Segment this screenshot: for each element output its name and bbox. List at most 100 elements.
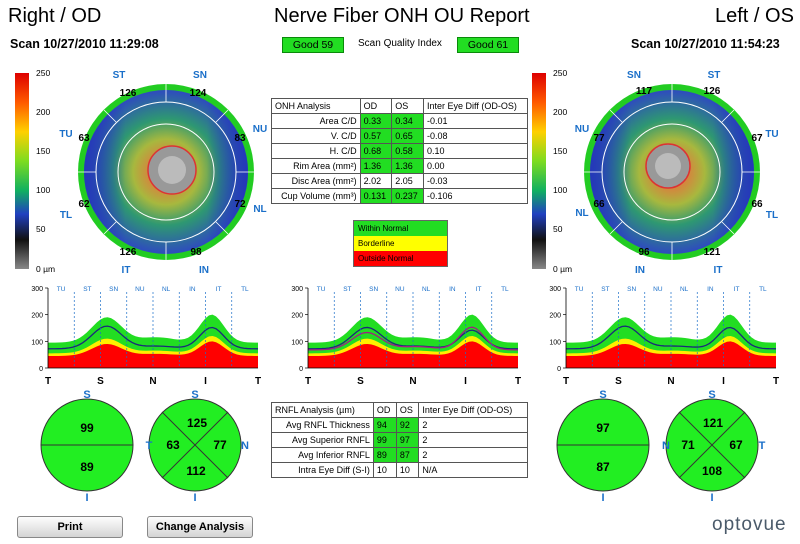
tsnit-sector-label: IN <box>707 286 714 293</box>
os-title: Left / OS <box>715 5 794 27</box>
od-quad-bottom: 112 <box>186 464 206 478</box>
tsnit-x-tick: N <box>409 376 416 387</box>
tsnit-y-tick: 100 <box>31 339 43 346</box>
tsnit-x-tick: T <box>305 376 311 387</box>
od-sector-value: 72 <box>234 199 246 210</box>
od-sector-value: 98 <box>190 247 202 258</box>
od-colorbar <box>15 73 29 269</box>
od-quad-top: 125 <box>187 416 207 430</box>
onh-diff-value: -0.01 <box>422 113 529 129</box>
tsnit-x-tick: T <box>515 376 521 387</box>
change-analysis-button[interactable]: Change Analysis <box>147 516 253 538</box>
od-thickness-map: 126 124 83 72 126 98 63 62 ST SN TU TL N… <box>59 70 267 276</box>
os-sector-value: 96 <box>638 247 650 258</box>
tsnit-y-tick: 100 <box>549 339 561 346</box>
sector-circles: S I 99 89 S I T N 125 63 77 112 S I 97 8… <box>40 389 766 504</box>
onh-os-value: 1.36 <box>391 158 424 174</box>
onh-diff-value: 0.10 <box>422 143 529 159</box>
onh-od-value: 0.68 <box>359 143 393 159</box>
os-scan-date: Scan 10/27/2010 11:54:23 <box>631 37 780 51</box>
od-sector-value: 63 <box>78 133 90 144</box>
quad-label: N <box>241 440 249 452</box>
onh-od-value: 0.131 <box>359 188 393 204</box>
onh-row-label: V. C/D <box>271 128 361 144</box>
rnfl-analysis-table: RNFL Analysis (µm) OD OS Inter Eye Diff (OD… <box>271 402 528 478</box>
cb-tick: 0 µm <box>553 264 572 274</box>
tsnit-x-tick: S <box>357 376 364 387</box>
onh-diff-value: -0.08 <box>422 128 529 144</box>
tsnit-sector-label: SN <box>369 286 378 293</box>
tsnit-y-tick: 300 <box>291 286 303 293</box>
legend-outside: Outside Normal <box>354 251 447 266</box>
legend-borderline: Borderline <box>354 236 447 251</box>
os-hemi-chart: S I 97 87 <box>556 389 650 504</box>
cb-tick: 200 <box>36 107 50 117</box>
od-sector-value: 62 <box>78 199 90 210</box>
onh-od-value: 2.02 <box>359 173 393 189</box>
tsnit-sector-label: TU <box>317 286 326 293</box>
onh-od-value: 0.33 <box>359 113 393 129</box>
normative-legend: Within Normal Borderline Outside Normal <box>353 220 448 267</box>
os-hemi-top: 97 <box>596 421 610 435</box>
tsnit-sector-label: ST <box>601 286 609 293</box>
tsnit-y-tick: 0 <box>557 366 561 373</box>
hemi-label: S <box>599 389 606 401</box>
cb-tick: 250 <box>36 68 50 78</box>
rnfl-os-value: 87 <box>395 447 420 463</box>
onh-row-label: Cup Volume (mm³) <box>271 188 361 204</box>
cb-tick: 50 <box>36 224 46 234</box>
tsnit-sector-label: NU <box>135 286 145 293</box>
quad-label: I <box>710 492 713 504</box>
od-quality-badge: Good 59 <box>282 37 344 53</box>
os-quad-top: 121 <box>703 416 723 430</box>
tsnit-sector-label: IN <box>189 286 196 293</box>
onh-os-value: 0.34 <box>391 113 424 129</box>
tsnit-sector-label: ST <box>83 286 91 293</box>
onh-os-value: 0.58 <box>391 143 424 159</box>
print-button[interactable]: Print <box>17 516 123 538</box>
rnfl-os-value: 10 <box>395 462 420 478</box>
cb-tick: 150 <box>553 146 567 156</box>
report-title: Nerve Fiber ONH OU Report <box>274 5 530 27</box>
tsnit-thickness-line <box>47 325 259 350</box>
tsnit-sector-label: IT <box>216 286 222 293</box>
onh-os-value: 0.65 <box>391 128 424 144</box>
tsnit-sector-label: TL <box>759 286 767 293</box>
od-label: NU <box>253 124 267 135</box>
od-sector-value: 83 <box>234 133 246 144</box>
cb-tick: 250 <box>553 68 567 78</box>
tsnit-y-tick: 200 <box>549 313 561 320</box>
tsnit-x-tick: S <box>97 376 104 387</box>
os-sector-value: 67 <box>751 133 763 144</box>
tsnit-sector-label: IT <box>476 286 482 293</box>
tsnit-x-tick: I <box>204 376 207 387</box>
onh-diff-value: -0.106 <box>422 188 529 204</box>
os-label: NU <box>575 124 589 135</box>
onh-od-value: 0.57 <box>359 128 393 144</box>
od-label: SN <box>193 70 207 81</box>
os-label: SN <box>627 70 641 81</box>
os-label: TU <box>765 129 778 140</box>
cb-tick: 50 <box>553 224 563 234</box>
os-sector-value: 66 <box>751 199 763 210</box>
tsnit-sector-label: SN <box>627 286 636 293</box>
onh-header: ONH Analysis <box>271 98 361 114</box>
cb-tick: 150 <box>36 146 50 156</box>
tsnit-x-tick: I <box>464 376 467 387</box>
od-title: Right / OD <box>8 5 102 27</box>
tsnit-x-tick: S <box>615 376 622 387</box>
tsnit-sector-label: TL <box>241 286 249 293</box>
rnfl-header: OS <box>395 402 420 418</box>
os-label: IT <box>714 265 723 276</box>
od-sector-value: 124 <box>190 88 207 99</box>
tsnit-x-tick: N <box>149 376 156 387</box>
tsnit-sector-label: IT <box>734 286 740 293</box>
tsnit-y-tick: 200 <box>31 313 43 320</box>
os-sector-value: 77 <box>593 133 605 144</box>
quad-label: N <box>662 440 670 452</box>
od-hemi-chart: S I 99 89 <box>40 389 134 504</box>
quad-label: S <box>708 389 715 401</box>
onh-row-label: Disc Area (mm²) <box>271 173 361 189</box>
